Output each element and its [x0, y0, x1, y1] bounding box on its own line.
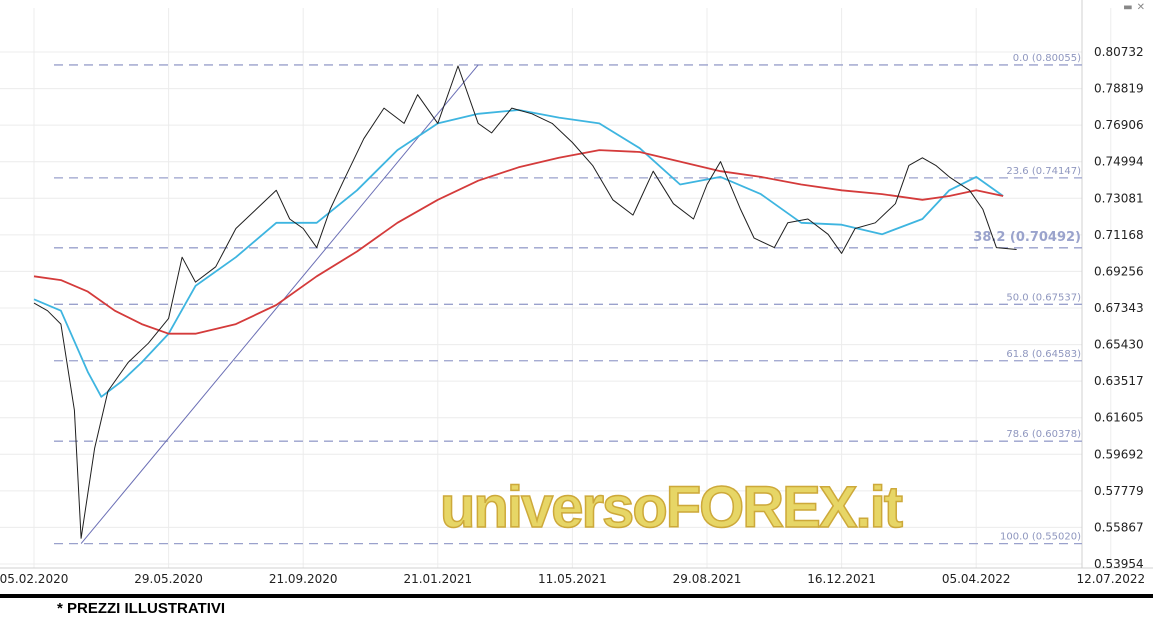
y-tick-label: 0.80732 [1094, 45, 1144, 59]
y-tick-label: 0.71168 [1094, 228, 1144, 242]
y-axis: 0.80732 0.78819 0.76906 0.74994 0.73081 0.711… [1094, 45, 1144, 571]
fib-level-label: 38.2 (0.70492) [973, 230, 1081, 245]
series-lines [33, 65, 1017, 539]
minimize-icon[interactable]: ▬ [1123, 2, 1133, 13]
trend-line [80, 64, 479, 544]
y-tick-label: 0.55867 [1094, 520, 1144, 534]
fibonacci-levels: 0.0 (0.80055) 23.6 (0.74147) 38.2 (0.70492… [54, 53, 1082, 545]
x-tick-label: 29.08.2021 [673, 572, 742, 586]
x-axis: 05.02.2020 29.05.2020 21.09.2020 21.01.2021… [0, 572, 1145, 586]
y-tick-label: 0.63517 [1094, 374, 1144, 388]
y-tick-label: 0.59692 [1094, 447, 1144, 461]
x-tick-label: 05.02.2020 [0, 572, 68, 586]
fib-level-label: 23.6 (0.74147) [1006, 166, 1081, 177]
watermark: universoFOREX.it [440, 475, 903, 540]
footer-note: * PREZZI ILLUSTRATIVI [57, 600, 226, 617]
series-line-ema-200 [33, 149, 1004, 335]
close-icon[interactable]: ✕ [1136, 2, 1145, 13]
y-tick-label: 0.53954 [1094, 557, 1144, 571]
y-tick-label: 0.74994 [1094, 155, 1144, 169]
fib-level-label: 61.8 (0.64583) [1006, 349, 1081, 360]
x-tick-label: 05.04.2022 [942, 572, 1011, 586]
fib-level-label: 50.0 (0.67537) [1006, 292, 1081, 303]
y-tick-label: 0.61605 [1094, 411, 1144, 425]
y-tick-label: 0.69256 [1094, 264, 1144, 278]
x-tick-label: 11.05.2021 [538, 572, 607, 586]
window-controls: ▬ ✕ [1123, 2, 1145, 13]
x-tick-label: 21.09.2020 [269, 572, 338, 586]
grid [0, 0, 1153, 569]
y-tick-label: 0.65430 [1094, 338, 1144, 352]
x-tick-label: 12.07.2022 [1076, 572, 1145, 586]
fib-level-label: 78.6 (0.60378) [1006, 429, 1081, 440]
y-tick-label: 0.76906 [1094, 118, 1144, 132]
y-tick-label: 0.73081 [1094, 191, 1144, 205]
footer-divider [0, 594, 1153, 598]
x-tick-label: 21.01.2021 [403, 572, 472, 586]
fib-level-label: 0.0 (0.80055) [1013, 53, 1081, 64]
series-line-ema-20 [33, 109, 1004, 398]
fib-level-label: 100.0 (0.55020) [1000, 532, 1081, 543]
series-line-price [33, 65, 1017, 539]
x-tick-label: 16.12.2021 [807, 572, 876, 586]
y-tick-label: 0.67343 [1094, 301, 1144, 315]
price-chart[interactable]: 0.0 (0.80055) 23.6 (0.74147) 38.2 (0.70492… [0, 0, 1153, 594]
fib-anchor-line [80, 64, 479, 544]
x-tick-label: 29.05.2020 [134, 572, 203, 586]
y-tick-label: 0.57779 [1094, 484, 1144, 498]
y-tick-label: 0.78819 [1094, 82, 1144, 96]
